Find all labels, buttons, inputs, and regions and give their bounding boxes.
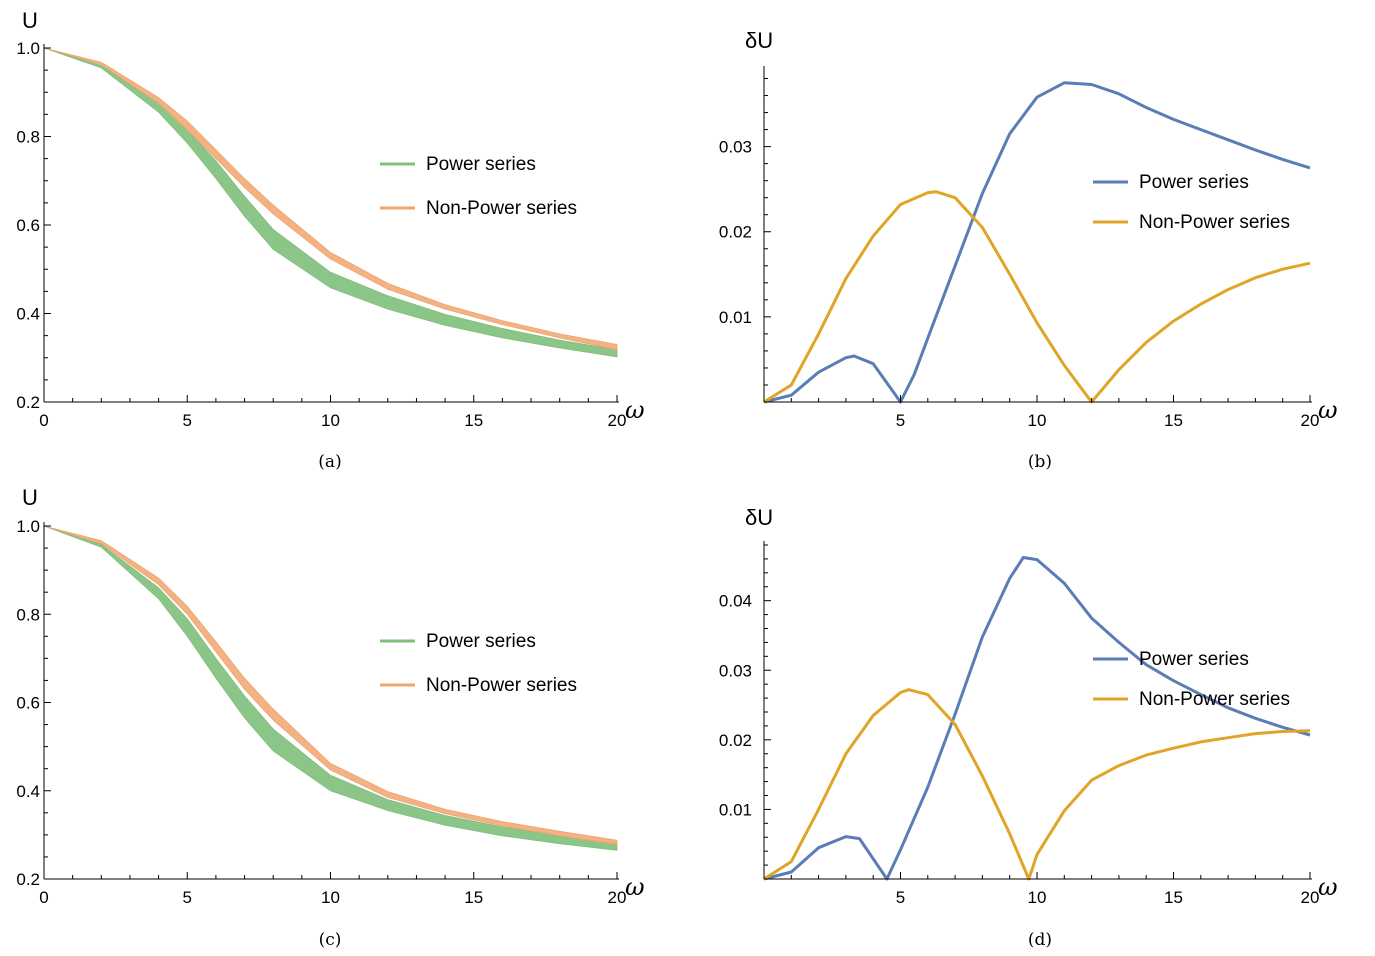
y-axis-title: δU	[745, 505, 773, 530]
x-tick-label: 20	[608, 411, 627, 430]
y-tick-label: 0.6	[16, 694, 40, 713]
y-tick-label: 0.2	[16, 393, 40, 412]
chart-panel-a: 0 5 10 15 20 0.2 0.4 0.6 0.8 1.0 Uω Power series Non…	[16, 8, 644, 472]
panel-caption: (b)	[1028, 452, 1052, 472]
series-band-power	[43, 525, 618, 851]
legend-label-nonpower: Non-Power series	[426, 675, 577, 696]
legend-label-nonpower: Non-Power series	[1139, 689, 1290, 710]
y-tick-label: 0.02	[719, 223, 752, 242]
x-axis-title: ω	[1318, 873, 1338, 901]
x-tick-label: 10	[1028, 888, 1047, 907]
y-tick-label: 1.0	[16, 39, 40, 58]
legend-label-nonpower: Non-Power series	[1139, 212, 1290, 233]
x-tick-label: 15	[464, 411, 483, 430]
y-tick-label: 0.04	[719, 592, 752, 611]
x-tick-label: 15	[1164, 888, 1183, 907]
x-axis-title: ω	[625, 396, 645, 424]
series-band-nonpower	[43, 47, 618, 351]
chart-panel-b: 5 10 15 20 0.01 0.02 0.03 δU ω Power series Non-Po…	[719, 28, 1338, 472]
legend-label-nonpower: Non-Power series	[426, 198, 577, 219]
panel-caption: (c)	[319, 930, 342, 950]
y-tick-label: 0.8	[16, 605, 40, 624]
x-tick-label: 5	[896, 888, 905, 907]
y-tick-label: 0.6	[16, 216, 40, 235]
x-tick-label: 10	[321, 888, 340, 907]
x-tick-label: 0	[39, 411, 48, 430]
x-tick-label: 20	[608, 888, 627, 907]
y-axis-title: δU	[745, 28, 773, 53]
y-tick-label: 0.4	[16, 305, 40, 324]
x-tick-label: 15	[1164, 411, 1183, 430]
y-tick-label: 0.03	[719, 661, 752, 680]
x-tick-label: 5	[183, 411, 192, 430]
legend-label-power: Power series	[1139, 649, 1249, 670]
x-tick-label: 0	[39, 888, 48, 907]
chart-panel-c: 0 5 10 15 20 0.2 0.4 0.6 0.8 1.0 Uω Power series Non…	[16, 485, 644, 950]
y-tick-label: 0.03	[719, 138, 752, 157]
chart-panel-d: 5 10 15 20 0.01 0.02 0.03 0.04 δU ω Power series No…	[719, 505, 1338, 950]
series-line-nonpower	[763, 688, 1311, 881]
x-axis-title: ω	[625, 873, 645, 901]
y-tick-label: 0.01	[719, 308, 752, 327]
x-axis-title: ω	[1318, 396, 1338, 424]
x-tick-label: 20	[1301, 888, 1320, 907]
y-tick-label: 0.01	[719, 800, 752, 819]
x-tick-label: 15	[464, 888, 483, 907]
x-tick-label: 20	[1301, 411, 1320, 430]
legend-label-power: Power series	[426, 631, 536, 652]
x-tick-label: 10	[1028, 411, 1047, 430]
y-axis-title: U	[22, 8, 38, 33]
legend-label-power: Power series	[1139, 172, 1249, 193]
y-tick-label: 0.02	[719, 731, 752, 750]
series-line-power	[763, 556, 1311, 881]
panel-caption: (a)	[318, 452, 341, 472]
y-tick-label: 1.0	[16, 517, 40, 536]
y-tick-label: 0.8	[16, 128, 40, 147]
y-axis-title: U	[22, 485, 38, 510]
panel-caption: (d)	[1028, 930, 1052, 950]
series-band-nonpower	[43, 525, 618, 846]
series-band-power	[43, 47, 618, 358]
series-line-power	[763, 81, 1311, 404]
y-tick-label: 0.4	[16, 782, 40, 801]
y-tick-label: 0.2	[16, 870, 40, 889]
series-line-nonpower	[763, 190, 1311, 404]
legend-label-power: Power series	[426, 154, 536, 175]
x-tick-label: 10	[321, 411, 340, 430]
x-tick-label: 5	[896, 411, 905, 430]
x-tick-label: 5	[183, 888, 192, 907]
